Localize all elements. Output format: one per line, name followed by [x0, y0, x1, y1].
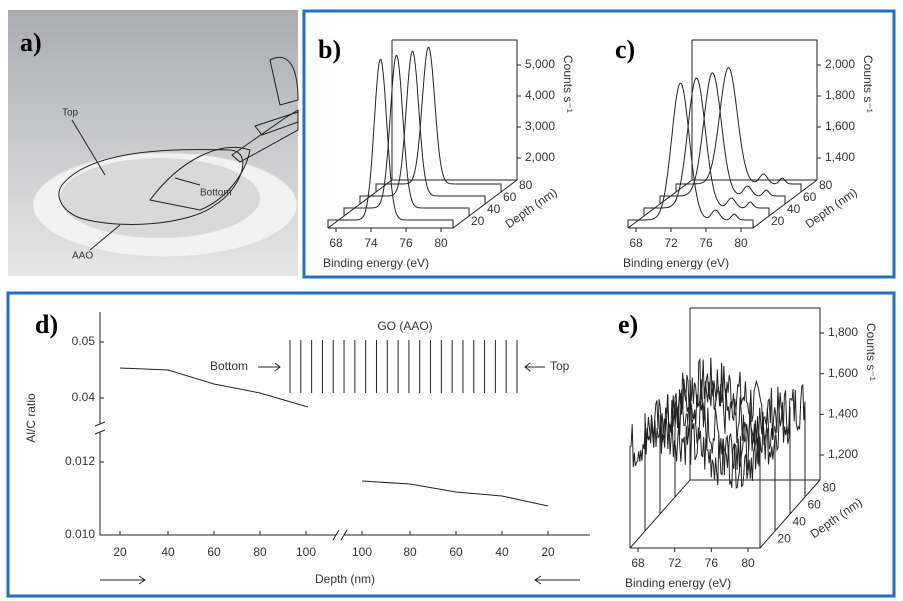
- y-tick-label: 0.012: [65, 454, 95, 468]
- inset-label: Bottom: [210, 359, 248, 373]
- x-tick-label: 60: [449, 545, 463, 559]
- z-tick-label: 2,000: [825, 57, 855, 71]
- panel-label: b): [318, 35, 341, 64]
- spectrum: [675, 67, 802, 192]
- arrow-aao: [89, 224, 121, 251]
- z-tick-label: 4,000: [525, 88, 555, 102]
- panel-frame: [6, 291, 896, 598]
- z-tick-label: 1,600: [828, 366, 858, 380]
- ratio-curve: [119, 367, 309, 408]
- x-tick-label: 40: [495, 545, 509, 559]
- y-tick-label: 0.05: [72, 334, 96, 348]
- x-tick-label: 20: [541, 545, 555, 559]
- arrow-bottom: [174, 177, 201, 186]
- x-tick-label: 76: [399, 236, 413, 250]
- depth-tick-label: 20: [771, 214, 785, 228]
- x-tick-label: 80: [403, 545, 417, 559]
- z-tick-label: 1,400: [825, 150, 855, 164]
- z-tick-label: 5,000: [525, 57, 555, 71]
- panel-label: a): [20, 28, 42, 57]
- panel-label: d): [35, 310, 58, 339]
- x-tick-label: 74: [364, 236, 378, 250]
- depth-tick-label: 40: [787, 202, 801, 216]
- spectrum: [627, 82, 754, 228]
- x-axis-label: Binding energy (eV): [623, 256, 729, 270]
- glove: [269, 57, 299, 106]
- x-tick-label: 72: [668, 556, 682, 570]
- direction-arrow: [100, 575, 580, 585]
- spectrum: [375, 46, 502, 192]
- x-tick-label: 72: [664, 236, 678, 250]
- annotation: Bottom: [200, 188, 232, 199]
- depth-tick-label: 40: [793, 515, 807, 529]
- aao: [60, 158, 260, 238]
- spectrum: [659, 72, 786, 204]
- spectrum: [643, 77, 770, 216]
- x-tick-label: 76: [705, 556, 719, 570]
- z-tick-label: 3,000: [525, 119, 555, 133]
- x-tick-label: 80: [434, 236, 448, 250]
- back-wall: [391, 39, 518, 180]
- x-tick-label: 68: [631, 556, 645, 570]
- depth-tick-label: 20: [471, 214, 485, 228]
- x-tick-label: 68: [329, 236, 343, 250]
- spectrum: [674, 357, 806, 497]
- x-tick-label: 100: [296, 545, 316, 559]
- go-film: [58, 148, 244, 225]
- z-tick-label: 1,400: [828, 407, 858, 421]
- ratio-curve: [361, 480, 549, 507]
- peeled-film: [149, 146, 251, 211]
- spectrum: [359, 50, 486, 204]
- z-axis-label: Counts s⁻¹: [861, 55, 875, 113]
- tweezer-grip: [254, 111, 299, 136]
- depth-tick-label: 80: [519, 178, 533, 192]
- depth-tick-label: 40: [487, 202, 501, 216]
- spectrum: [343, 54, 470, 216]
- x-tick-label: 100: [352, 545, 372, 559]
- z-axis-label: Counts s⁻¹: [864, 323, 878, 381]
- x-tick-label: 80: [253, 545, 267, 559]
- z-tick-label: 2,000: [525, 150, 555, 164]
- x-tick-label: 60: [207, 545, 221, 559]
- z-tick-label: 1,800: [825, 88, 855, 102]
- depth-tick-label: 60: [803, 190, 817, 204]
- y-tick-label: 0.04: [72, 390, 96, 404]
- x-tick-label: 20: [113, 545, 127, 559]
- z-tick-label: 1,800: [828, 325, 858, 339]
- x-tick-label: 76: [699, 236, 713, 250]
- x-axis-label: Depth (nm): [315, 572, 375, 586]
- inset-label: Top: [550, 359, 570, 373]
- axis-break: [94, 421, 348, 541]
- inset-title: GO (AAO): [377, 319, 432, 333]
- spectrum: [629, 414, 761, 548]
- arrow-top: [71, 119, 106, 176]
- panel-label: e): [618, 310, 638, 339]
- x-tick-label: 80: [741, 556, 755, 570]
- arrow: [258, 362, 545, 372]
- panel-frame: [302, 9, 896, 279]
- x-axis-label: Binding energy (eV): [323, 256, 429, 270]
- depth-tick-label: 80: [823, 481, 837, 495]
- y-tick-label: 0.010: [65, 527, 95, 541]
- depth-tick-label: 60: [503, 190, 517, 204]
- annotation: AAO: [72, 251, 93, 262]
- y-axis-label: Al/C ratio: [24, 393, 38, 443]
- panel-label: c): [615, 35, 635, 64]
- z-axis-label: Counts s⁻¹: [561, 55, 575, 113]
- spectrum: [644, 392, 776, 531]
- spectrum: [327, 58, 454, 228]
- depth-tick-label: 80: [819, 178, 833, 192]
- depth-tick-label: 20: [778, 532, 792, 546]
- x-axis-label: Binding energy (eV): [625, 576, 731, 590]
- floor: [629, 479, 821, 549]
- z-tick-label: 1,600: [825, 119, 855, 133]
- z-tick-label: 1,200: [828, 447, 858, 461]
- depth-tick-label: 60: [808, 498, 822, 512]
- x-tick-label: 80: [734, 236, 748, 250]
- x-tick-label: 68: [629, 236, 643, 250]
- back-wall: [691, 39, 818, 180]
- annotation: Top: [62, 108, 79, 119]
- x-tick-label: 40: [161, 545, 175, 559]
